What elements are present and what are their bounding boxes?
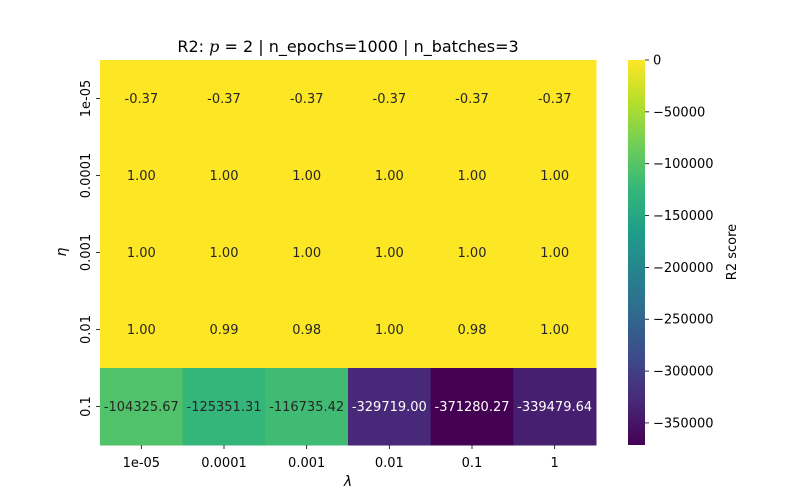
- heatmap-cell: [513, 291, 597, 369]
- cell-value-label: -371280.27: [435, 400, 510, 415]
- heatmap-cell: [100, 137, 184, 215]
- heatmap-cell-labels: -0.37 -0.37 -0.37 -0.37 -0.37 -0.37 1.00 1.00 1.…: [104, 92, 592, 415]
- heatmap-cell: [265, 368, 349, 446]
- cell-value-label: -0.37: [455, 92, 489, 107]
- cell-value-label: -116735.42: [269, 400, 344, 415]
- chart-title: R2: p = 2 | n_epochs=1000 | n_batches=3: [177, 37, 518, 57]
- heatmap-cell: [182, 137, 266, 215]
- cell-value-label: -104325.67: [104, 400, 179, 415]
- cell-value-label: 0.99: [210, 323, 239, 338]
- cell-value-label: 1.00: [292, 246, 321, 261]
- heatmap-cell: [100, 214, 184, 292]
- heatmap-cell: [182, 291, 266, 369]
- colorbar-label: R2 score: [725, 224, 740, 280]
- y-tick-label: 0.0001: [79, 153, 94, 199]
- heatmap-cell: [182, 368, 266, 446]
- heatmap-cell: [265, 60, 349, 138]
- y-axis-label: η: [54, 247, 70, 256]
- heatmap-cell: [430, 368, 514, 446]
- heatmap-cell: [430, 137, 514, 215]
- cell-value-label: 1.00: [127, 169, 156, 184]
- y-axis-ticks: 1e-05 0.0001 0.001 0.01 0.1: [79, 80, 100, 417]
- colorbar: [628, 60, 645, 445]
- colorbar-tick-label: −50000: [653, 105, 705, 120]
- heatmap-cell: [100, 60, 184, 138]
- heatmap-cell: [513, 214, 597, 292]
- x-tick-label: 1: [551, 456, 559, 471]
- x-tick-label: 0.1: [462, 456, 483, 471]
- cell-value-label: 1.00: [540, 323, 569, 338]
- cell-value-label: 1.00: [127, 246, 156, 261]
- cell-value-label: 1.00: [375, 323, 404, 338]
- y-tick-label: 0.01: [79, 315, 94, 344]
- heatmap-cell: [430, 60, 514, 138]
- heatmap-cell: [348, 214, 432, 292]
- heatmap-cell: [182, 60, 266, 138]
- colorbar-tick-label: −250000: [653, 313, 714, 328]
- cell-value-label: 1.00: [458, 246, 487, 261]
- x-tick-label: 0.0001: [201, 456, 247, 471]
- cell-value-label: 1.00: [375, 169, 404, 184]
- colorbar-tick-label: −100000: [653, 157, 714, 172]
- y-tick-label: 0.001: [79, 234, 94, 271]
- heatmap-cell: [513, 368, 597, 446]
- x-tick-label: 0.01: [375, 456, 404, 471]
- heatmap-cell: [348, 368, 432, 446]
- x-axis-label: λ: [343, 474, 352, 490]
- cell-value-label: 1.00: [127, 323, 156, 338]
- cell-value-label: -329719.00: [352, 400, 427, 415]
- colorbar-tick-label: −150000: [653, 209, 714, 224]
- y-tick-label: 0.1: [79, 396, 94, 417]
- colorbar-tick-label: 0: [653, 54, 661, 69]
- cell-value-label: 1.00: [540, 169, 569, 184]
- heatmap-cell: [265, 214, 349, 292]
- cell-value-label: -125351.31: [187, 400, 262, 415]
- cell-value-label: -0.37: [373, 92, 407, 107]
- cell-value-label: 1.00: [375, 246, 404, 261]
- y-tick-label: 1e-05: [79, 80, 94, 118]
- heatmap-cell: [348, 137, 432, 215]
- heatmap-cell: [265, 291, 349, 369]
- cell-value-label: -0.37: [290, 92, 324, 107]
- cell-value-label: -0.37: [538, 92, 572, 107]
- colorbar-tick-label: −350000: [653, 416, 714, 431]
- heatmap-cell: [348, 291, 432, 369]
- cell-value-label: 0.98: [292, 323, 321, 338]
- x-tick-label: 1e-05: [123, 456, 161, 471]
- heatmap-cell: [265, 137, 349, 215]
- heatmap-cells: [100, 60, 597, 446]
- cell-value-label: -0.37: [125, 92, 159, 107]
- heatmap-cell: [430, 214, 514, 292]
- cell-value-label: 1.00: [540, 246, 569, 261]
- heatmap-cell: [348, 60, 432, 138]
- cell-value-label: 1.00: [292, 169, 321, 184]
- cell-value-label: -0.37: [207, 92, 241, 107]
- colorbar-tick-label: −200000: [653, 261, 714, 276]
- cell-value-label: 1.00: [458, 169, 487, 184]
- colorbar-ticks: 0 −50000 −100000 −150000 −200000 −250000 −3000…: [645, 54, 714, 431]
- cell-value-label: 1.00: [210, 246, 239, 261]
- heatmap-cell: [513, 137, 597, 215]
- heatmap-cell: [100, 368, 184, 446]
- heatmap-cell: [100, 291, 184, 369]
- cell-value-label: 1.00: [210, 169, 239, 184]
- heatmap-cell: [513, 60, 597, 138]
- cell-value-label: -339479.64: [517, 400, 592, 415]
- x-tick-label: 0.001: [288, 456, 325, 471]
- heatmap-cell: [430, 291, 514, 369]
- colorbar-tick-label: −300000: [653, 365, 714, 380]
- heatmap-cell: [182, 214, 266, 292]
- x-axis-ticks: 1e-05 0.0001 0.001 0.01 0.1 1: [123, 445, 559, 471]
- cell-value-label: 0.98: [458, 323, 487, 338]
